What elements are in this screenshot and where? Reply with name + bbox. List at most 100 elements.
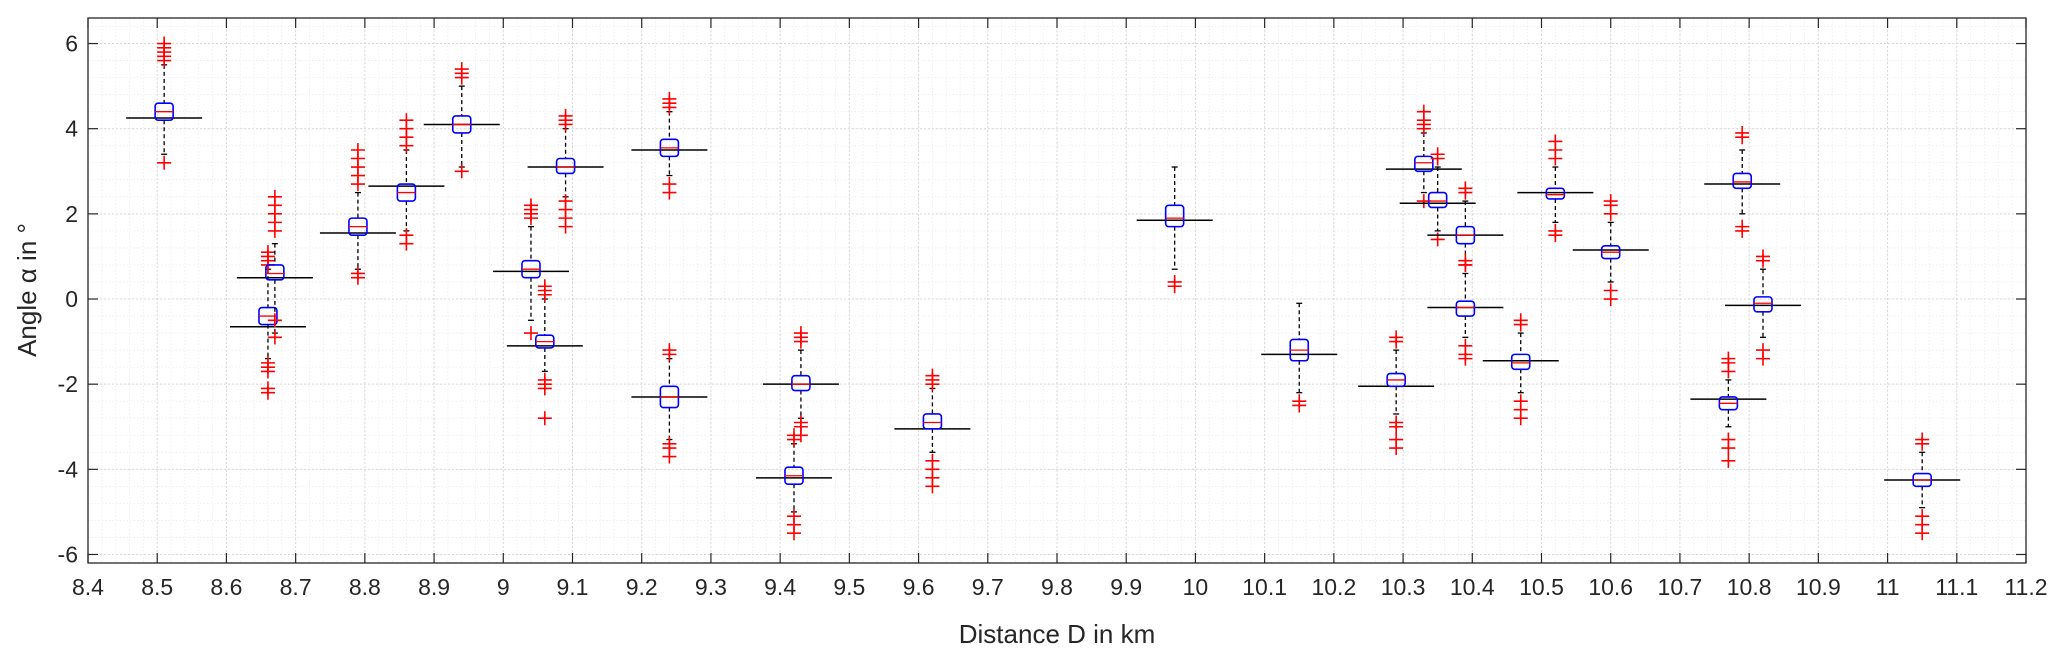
y-tick-label: -2	[58, 371, 78, 397]
x-tick-label: 10.4	[1450, 574, 1495, 600]
x-tick-label: 9.9	[1110, 574, 1142, 600]
outlier-marker	[454, 62, 469, 77]
x-tick-label: 10.2	[1311, 574, 1356, 600]
box	[1510, 353, 1531, 371]
x-tick-label: 10.6	[1588, 574, 1633, 600]
y-tick-label: 0	[65, 286, 78, 312]
box	[1427, 191, 1448, 209]
outlier-marker	[523, 198, 538, 213]
y-tick-label: -6	[58, 541, 78, 567]
box-group	[1704, 125, 1781, 238]
x-tick-label: 9.8	[1041, 574, 1073, 600]
box	[1732, 172, 1753, 190]
x-tick-label: 8.6	[210, 574, 242, 600]
box	[1753, 296, 1773, 313]
x-tick-label: 8.4	[72, 574, 104, 600]
outlier-marker	[399, 113, 414, 128]
outlier-marker	[925, 479, 940, 494]
box-group	[506, 279, 583, 426]
box-group	[1517, 134, 1594, 243]
outlier-marker	[662, 347, 677, 362]
y-tick-label: 4	[65, 116, 78, 142]
x-tick-label: 10.3	[1381, 574, 1426, 600]
box-group	[492, 198, 569, 341]
outlier-marker	[786, 526, 801, 541]
box-group	[631, 91, 708, 200]
box	[555, 157, 576, 175]
box-group	[229, 245, 306, 400]
outlier-marker	[1513, 411, 1528, 426]
outlier-marker	[267, 313, 282, 328]
outlier-marker	[537, 411, 552, 426]
outlier-marker	[1603, 292, 1618, 307]
box-group	[1261, 302, 1338, 413]
outlier-marker	[662, 185, 677, 200]
box-group	[1399, 147, 1476, 247]
outlier-marker	[260, 364, 275, 379]
outlier-marker	[1755, 351, 1770, 366]
outlier-marker	[350, 142, 365, 157]
box-group	[126, 36, 203, 170]
outlier-marker	[1721, 441, 1736, 456]
x-tick-label: 11	[1876, 574, 1900, 600]
box	[1545, 187, 1566, 200]
box-group	[1884, 432, 1961, 541]
box	[922, 413, 943, 430]
outlier-marker	[1416, 104, 1431, 119]
outlier-marker	[1735, 223, 1750, 238]
outlier-marker	[1513, 317, 1528, 332]
outlier-marker	[1389, 441, 1404, 456]
x-tick-label: 9.3	[695, 574, 727, 600]
y-tick-label: -4	[58, 456, 79, 482]
box-group	[368, 113, 445, 251]
x-tick-label: 11.2	[2004, 574, 2047, 600]
outlier-marker	[786, 432, 801, 447]
x-tick-label: 8.9	[418, 574, 450, 600]
outlier-marker	[350, 270, 365, 285]
box-group	[1358, 330, 1435, 456]
x-tick-label: 9.1	[557, 574, 589, 600]
outlier-marker	[1389, 330, 1404, 345]
x-tick-label: 11.1	[1935, 574, 1978, 600]
outlier-marker	[662, 449, 677, 464]
x-tick-label: 8.7	[280, 574, 312, 600]
x-tick-label: 8.8	[349, 574, 381, 600]
box-group	[236, 189, 313, 345]
outlier-marker	[523, 326, 538, 341]
outlier-marker	[558, 108, 573, 123]
x-tick-label: 9.4	[764, 574, 796, 600]
y-tick-labels: -6 -4 -2 0 2 4 6	[58, 31, 79, 568]
x-tick-label: 9.7	[972, 574, 1004, 600]
y-axis-label: Angle α in °	[12, 223, 42, 357]
outlier-marker	[537, 381, 552, 396]
tick-marks	[87, 18, 2027, 563]
x-tick-label: 9	[497, 574, 510, 600]
box-group	[319, 142, 396, 285]
box-group	[894, 368, 971, 494]
x-tick-labels: 8.4 8.5 8.6 8.7 8.8 8.9 9 9.1 9.2 9.3 9.4 9.5 9.6 9.7…	[72, 574, 2048, 600]
box-groups	[126, 36, 1961, 541]
box-group	[1724, 249, 1801, 366]
outlier-marker	[662, 91, 677, 106]
box-group	[1385, 104, 1462, 209]
outlier-marker	[1292, 398, 1307, 413]
outlier-marker	[1915, 526, 1930, 541]
x-tick-label: 9.2	[626, 574, 658, 600]
outlier-marker	[558, 219, 573, 234]
x-tick-label: 10.9	[1796, 574, 1841, 600]
x-tick-label: 10.7	[1658, 574, 1703, 600]
outlier-marker	[1603, 194, 1618, 209]
box	[1414, 155, 1434, 173]
outlier-marker	[537, 279, 552, 294]
box	[265, 264, 285, 281]
x-tick-label: 10	[1183, 574, 1209, 600]
outlier-marker	[399, 236, 414, 251]
x-tick-label: 8.5	[141, 574, 173, 600]
outlier-marker	[1167, 279, 1182, 294]
box-group	[755, 428, 832, 541]
x-tick-label: 10.8	[1727, 574, 1772, 600]
outlier-marker	[267, 189, 282, 204]
outlier-marker	[260, 381, 275, 396]
